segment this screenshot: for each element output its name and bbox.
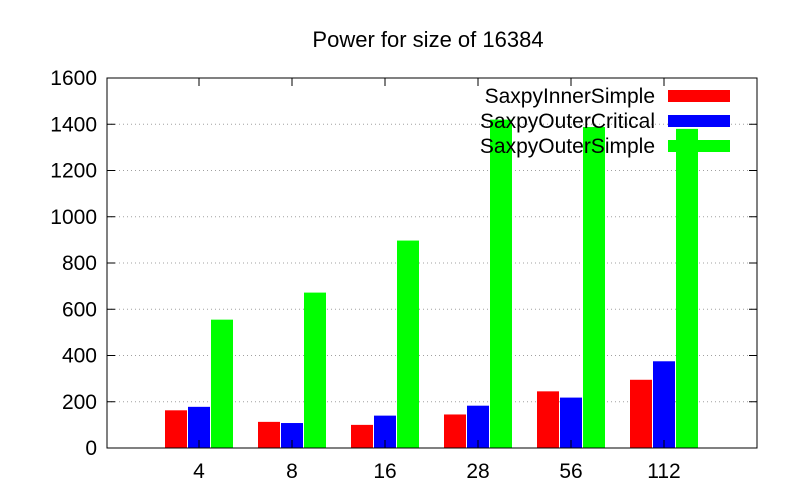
bar-SaxpyOuterSimple-4 [211, 319, 233, 448]
y-tick-label-1200: 1200 [50, 160, 97, 183]
x-tick-label-16: 16 [373, 460, 396, 483]
y-tick-label-0: 0 [85, 437, 97, 460]
legend-label-SaxpyOuterSimple: SaxpyOuterSimple [480, 135, 655, 158]
legend-swatch-SaxpyOuterCritical [668, 115, 730, 127]
bar-SaxpyOuterCritical-28 [467, 405, 489, 448]
x-tick-label-8: 8 [286, 460, 298, 483]
bars [165, 119, 698, 449]
legend-swatch-SaxpyInnerSimple [668, 90, 730, 102]
x-tick-label-56: 56 [559, 460, 582, 483]
y-tick-label-1400: 1400 [50, 113, 97, 136]
bar-SaxpyOuterCritical-4 [188, 406, 210, 448]
y-tick-label-1600: 1600 [50, 67, 97, 90]
x-tick-label-28: 28 [466, 460, 489, 483]
bar-SaxpyOuterSimple-112 [676, 128, 698, 448]
bar-SaxpyOuterSimple-16 [397, 240, 419, 448]
bar-SaxpyOuterCritical-16 [374, 415, 396, 448]
chart-title: Power for size of 16384 [312, 27, 543, 52]
bar-SaxpyInnerSimple-56 [537, 391, 559, 448]
bar-SaxpyInnerSimple-16 [351, 424, 373, 448]
x-tick-label-4: 4 [193, 460, 205, 483]
y-tick-label-600: 600 [62, 298, 97, 321]
bar-SaxpyOuterSimple-28 [490, 119, 512, 448]
bar-SaxpyOuterCritical-112 [653, 361, 675, 448]
bar-SaxpyOuterSimple-8 [304, 292, 326, 448]
y-tick-label-800: 800 [62, 252, 97, 275]
bar-SaxpyInnerSimple-8 [258, 421, 280, 448]
legend-swatch-SaxpyOuterSimple [668, 140, 730, 152]
legend: SaxpyInnerSimpleSaxpyOuterCriticalSaxpyO… [480, 85, 730, 158]
legend-label-SaxpyOuterCritical: SaxpyOuterCritical [480, 110, 655, 133]
y-tick-label-200: 200 [62, 391, 97, 414]
x-tick-label-112: 112 [647, 460, 680, 483]
legend-label-SaxpyInnerSimple: SaxpyInnerSimple [485, 85, 655, 108]
y-tick-label-1000: 1000 [50, 206, 97, 229]
bar-SaxpyInnerSimple-4 [165, 410, 187, 448]
bar-SaxpyInnerSimple-28 [444, 414, 466, 448]
bar-SaxpyOuterCritical-56 [560, 397, 582, 448]
bar-SaxpyOuterSimple-56 [583, 127, 605, 449]
gridlines [107, 123, 757, 403]
bar-SaxpyInnerSimple-112 [630, 379, 652, 448]
bar-SaxpyOuterCritical-8 [281, 423, 303, 448]
y-tick-label-400: 400 [62, 345, 97, 368]
axis-ticks: 0 200 400 600 800 1000 1200 1400 1600 4 8 16 28 56 112 [50, 67, 757, 483]
